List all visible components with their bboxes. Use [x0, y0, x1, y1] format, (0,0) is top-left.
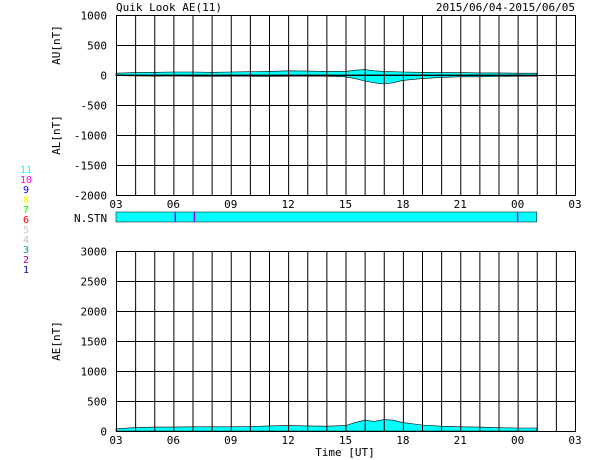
x-tick-label: 15 — [339, 198, 352, 211]
y-tick-label: 500 — [87, 40, 107, 53]
x-tick-label: 21 — [454, 434, 467, 447]
y-tick-label: 500 — [87, 396, 107, 409]
legend-station-6: 6 — [23, 215, 29, 226]
x-tick-label: 03 — [568, 198, 581, 211]
y-tick-label: -500 — [81, 100, 108, 113]
x-tick-label: 00 — [511, 198, 524, 211]
plot-frame — [116, 251, 576, 432]
x-tick-label: 03 — [109, 434, 122, 447]
y-tick-label: 0 — [100, 426, 107, 439]
chart-title: Quik Look AE(11) — [116, 1, 222, 14]
x-tick-label: 06 — [167, 434, 180, 447]
station-label: N.STN — [74, 212, 107, 225]
legend-station-5: 5 — [23, 225, 29, 236]
x-tick-label: 06 — [167, 198, 180, 211]
legend-station-2: 2 — [23, 255, 29, 266]
y-tick-label: 3000 — [81, 246, 108, 259]
x-tick-label: 03 — [568, 434, 581, 447]
x-tick-label: 09 — [224, 198, 237, 211]
y-tick-label: 1500 — [81, 336, 108, 349]
x-tick-label: 09 — [224, 434, 237, 447]
y-tick-label: 2500 — [81, 276, 108, 289]
y-tick-label: 0 — [100, 70, 107, 83]
al-area — [115, 74, 538, 85]
ae-axis-label: AE[nT] — [50, 321, 63, 361]
legend-station-1: 1 — [23, 265, 29, 276]
legend-station-7: 7 — [23, 205, 29, 216]
ae-area — [115, 419, 538, 432]
x-tick-label: 00 — [511, 434, 524, 447]
y-tick-label: -1000 — [74, 130, 107, 143]
station-bar-fill — [115, 211, 537, 223]
plot-frame — [116, 15, 576, 196]
x-tick-label: 03 — [109, 198, 122, 211]
al-axis-label: AL[nT] — [50, 115, 63, 155]
x-tick-label: 15 — [339, 434, 352, 447]
x-axis-label: Time [UT] — [315, 446, 375, 459]
x-tick-label: 18 — [396, 198, 409, 211]
legend-station-11: 11 — [20, 165, 32, 176]
y-tick-label: 1000 — [81, 366, 108, 379]
au-axis-label: AU[nT] — [50, 25, 63, 65]
legend-station-9: 9 — [23, 185, 29, 196]
date-range: 2015/06/04-2015/06/05 — [436, 1, 575, 14]
legend-station-3: 3 — [23, 245, 29, 256]
y-tick-label: 2000 — [81, 306, 108, 319]
legend-station-4: 4 — [23, 235, 29, 246]
x-tick-label: 12 — [282, 198, 295, 211]
legend-station-8: 8 — [23, 195, 29, 206]
legend-station-10: 10 — [20, 175, 32, 186]
y-tick-label: -1500 — [74, 160, 107, 173]
y-tick-label: 1000 — [81, 10, 108, 23]
y-tick-label: -2000 — [74, 190, 107, 203]
x-tick-label: 21 — [454, 198, 467, 211]
station-bar: N.STN — [74, 211, 537, 225]
x-tick-label: 18 — [396, 434, 409, 447]
x-tick-label: 12 — [282, 434, 295, 447]
